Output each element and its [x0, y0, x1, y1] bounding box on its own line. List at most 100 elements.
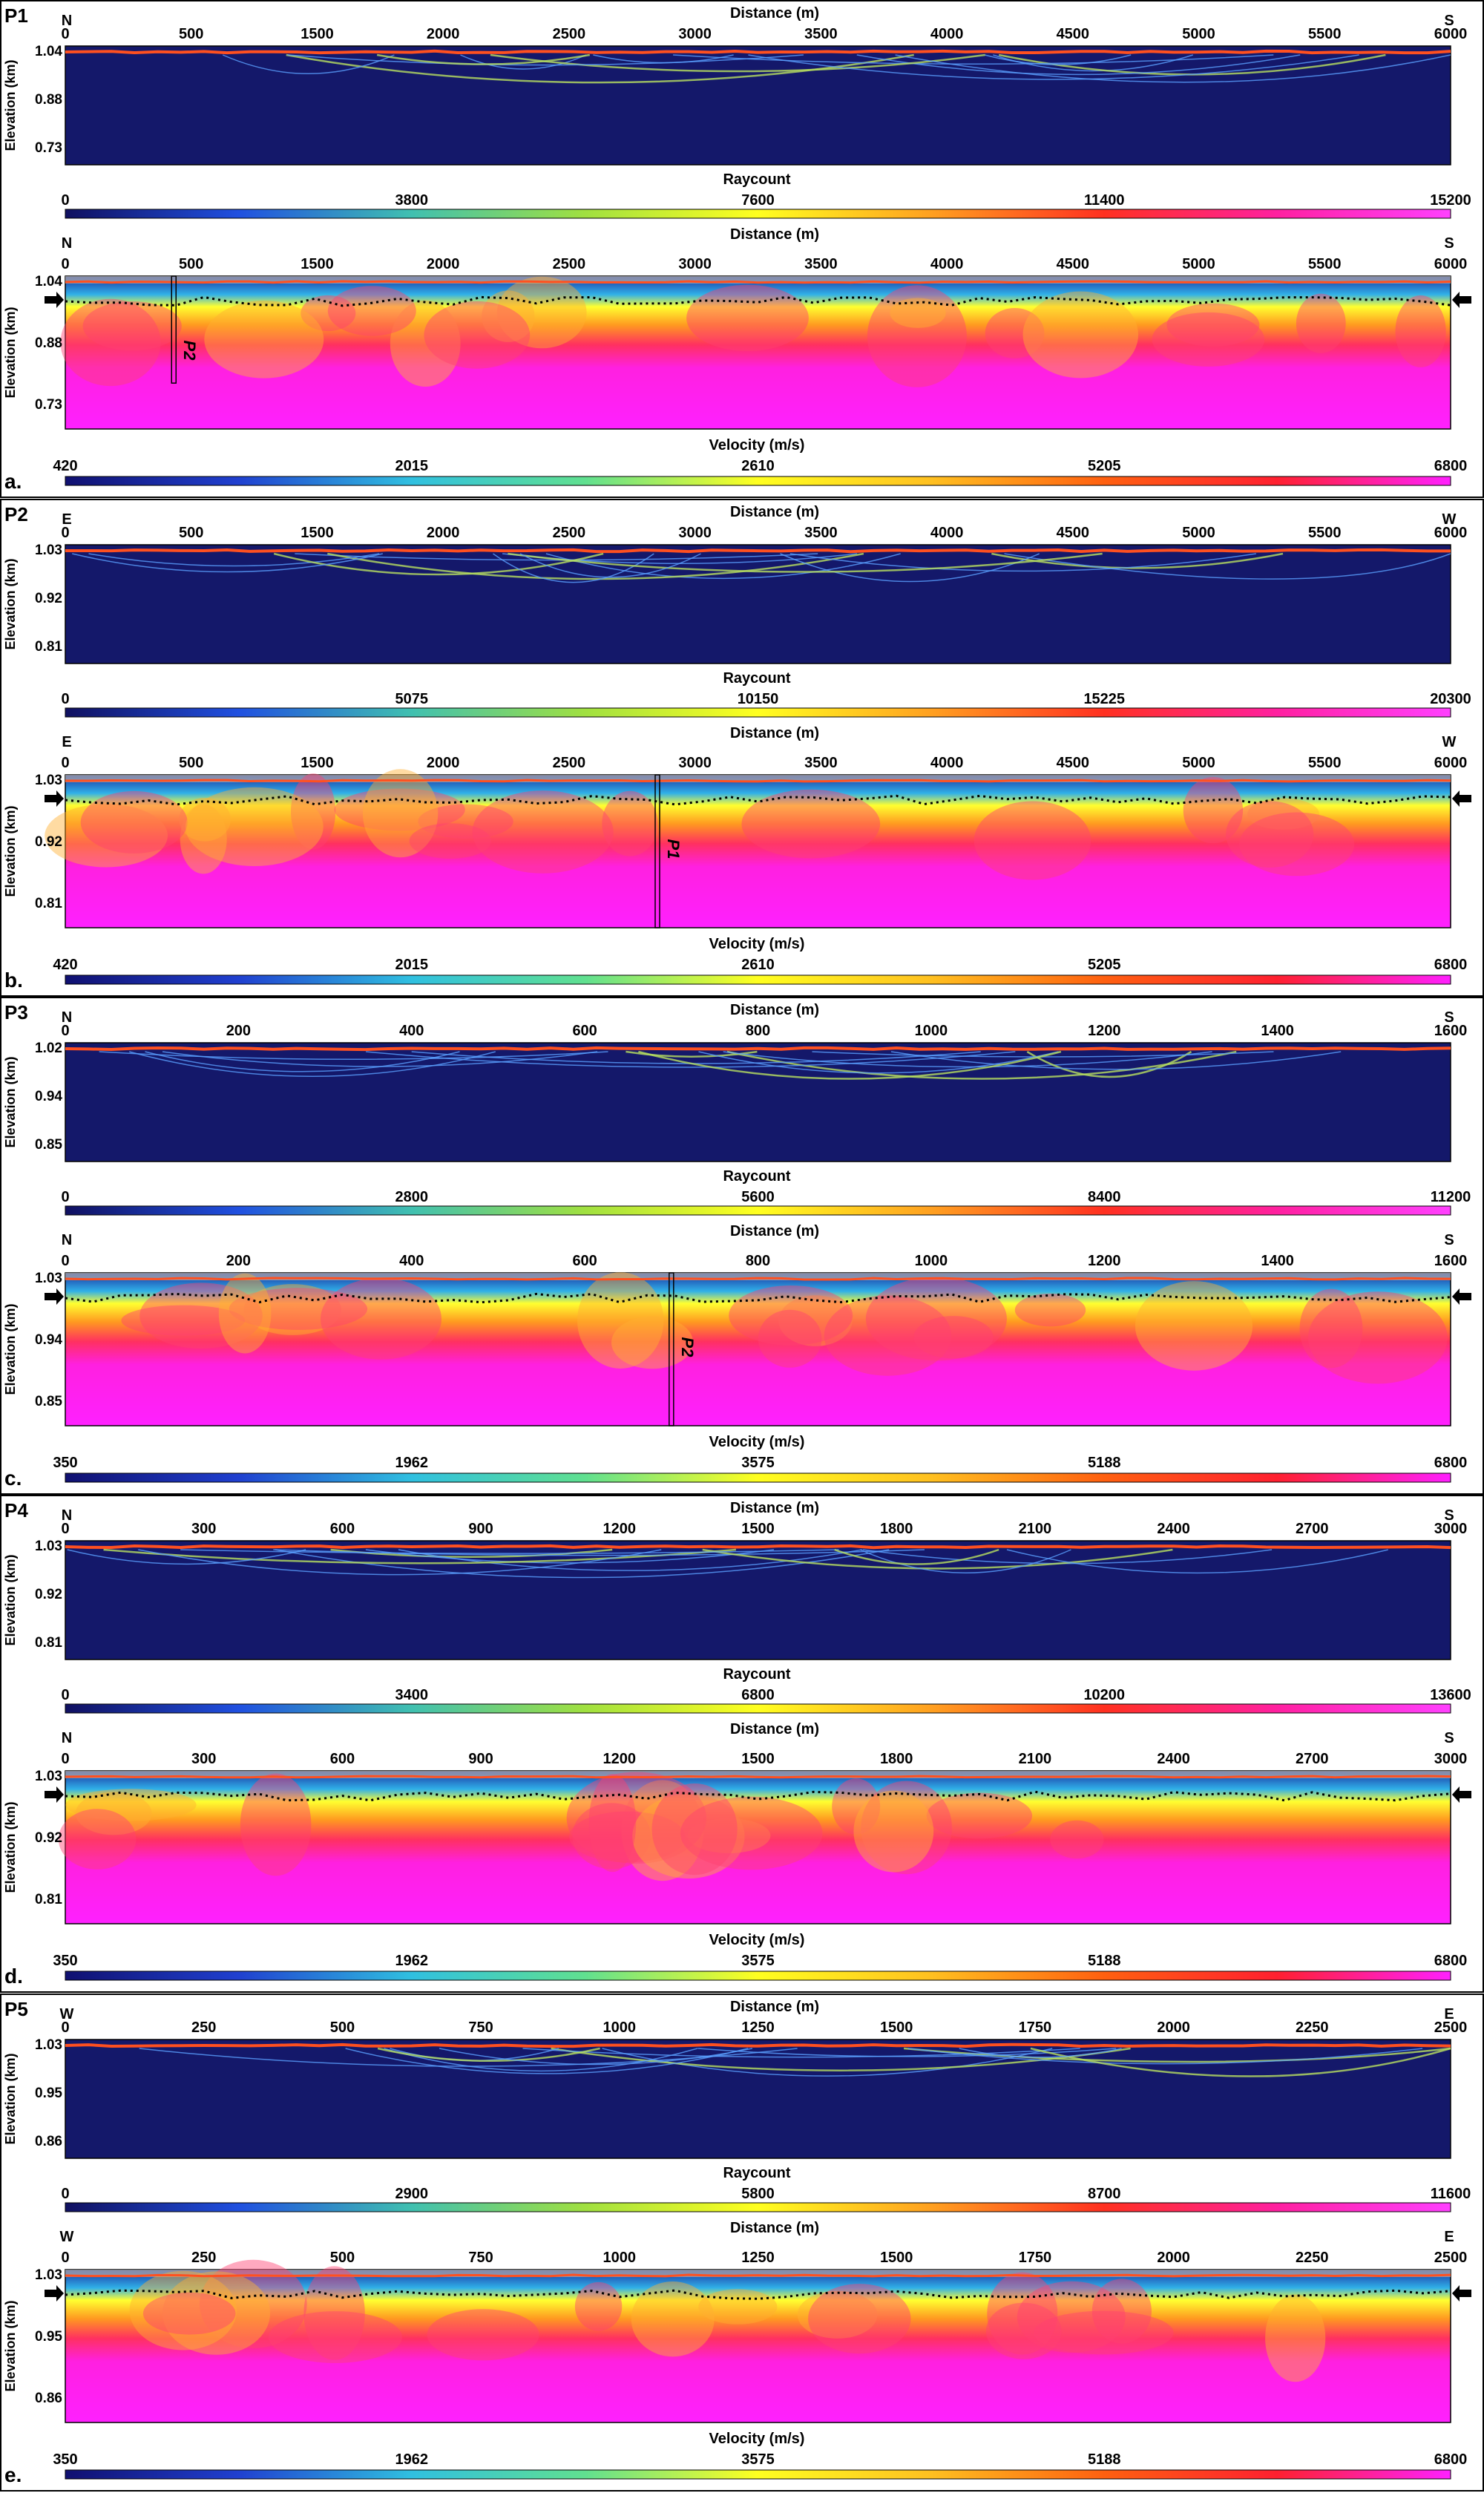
distance-tick: 2700 [1296, 1521, 1329, 1537]
velocity-tick: 420 [53, 957, 77, 973]
distance-axis-label: Distance (m) [730, 5, 819, 22]
velocity-anomaly [121, 1305, 246, 1336]
ray-path [890, 1051, 1342, 1070]
velocity-anomaly [651, 1783, 738, 1876]
elevation-tick: 1.04 [35, 44, 62, 59]
distance-tick: 200 [226, 1253, 251, 1269]
elevation-tick: 0.92 [35, 834, 62, 850]
distance-tick: 2500 [1434, 2019, 1468, 2036]
distance-axis-label: Distance (m) [730, 504, 819, 520]
distance-axis-label: Distance (m) [730, 1223, 819, 1239]
velocity-anomaly [327, 286, 416, 336]
velocity-anomaly [987, 2272, 1058, 2355]
velocity-anomaly [698, 2289, 778, 2325]
velocity-anomaly [1239, 812, 1355, 877]
distance-tick: 1800 [880, 1521, 913, 1537]
velocity-anomaly [80, 790, 188, 854]
topography-line [65, 49, 1451, 55]
velocity-anomaly [229, 1288, 368, 1330]
raycount-tick: 10200 [1083, 1687, 1125, 1703]
distance-tick: 2500 [553, 525, 586, 541]
velocity-tick: 2015 [395, 957, 429, 973]
raycount-tick: 11200 [1431, 1189, 1471, 1205]
topography-line [65, 280, 1451, 284]
ray-path [180, 1549, 839, 1554]
raycount-heatmap [65, 544, 1451, 664]
velocity-anomaly [631, 2281, 715, 2357]
elevation-axis-label: Elevation (km) [3, 558, 18, 649]
elevation-tick: 1.03 [35, 1769, 62, 1784]
ray-path [345, 2048, 749, 2074]
ray-path [959, 2048, 1122, 2058]
distance-axis-label: Distance (m) [730, 1500, 819, 1516]
distance-tick: 0 [61, 1521, 69, 1537]
distance-tick: 0 [61, 2250, 69, 2266]
distance-tick: 1750 [1019, 2250, 1052, 2266]
profile-label: P1 [4, 4, 28, 27]
distance-tick: 4000 [930, 525, 964, 541]
elevation-tick: 0.92 [35, 1587, 62, 1602]
distance-tick: 2700 [1296, 1751, 1329, 1767]
velocity-anomaly [1299, 1288, 1363, 1369]
distance-tick: 4500 [1057, 26, 1090, 42]
ray-path [439, 2048, 753, 2066]
elevation-tick: 0.92 [35, 1830, 62, 1846]
velocity-anomaly [1395, 295, 1446, 367]
ray-path [376, 53, 591, 65]
distance-tick: 200 [226, 1023, 251, 1039]
ray-path [856, 54, 1301, 76]
velocity-tick: 5188 [1088, 1455, 1121, 1471]
raycount-heatmap [65, 2039, 1451, 2159]
velocity-anomaly [482, 290, 535, 342]
distance-tick: 1400 [1261, 1253, 1294, 1269]
distance-tick: 0 [61, 755, 69, 771]
distance-tick: 1500 [301, 26, 334, 42]
velocity-anomaly [808, 2284, 911, 2354]
air-layer [65, 1273, 1451, 1280]
distance-tick: 1250 [741, 2250, 775, 2266]
velocity-anomaly [632, 1794, 745, 1879]
elevation-tick: 0.81 [35, 639, 62, 655]
distance-axis-label: Distance (m) [730, 725, 819, 741]
velocity-anomaly [1308, 1291, 1448, 1384]
elevation-tick: 0.81 [35, 896, 62, 911]
ray-path [103, 1548, 737, 1565]
marker-arrow-right [1452, 292, 1471, 308]
velocity-tick: 350 [53, 1953, 77, 1969]
ray-path [1026, 1050, 1192, 1078]
distance-tick: 1500 [301, 755, 334, 771]
ray-path [638, 1050, 1062, 1080]
air-layer [65, 2270, 1451, 2277]
distance-tick: 500 [330, 2250, 355, 2266]
topography-line [65, 548, 1451, 554]
ray-path [991, 552, 1284, 569]
elevation-axis-label: Elevation (km) [3, 805, 18, 897]
marker-arrow-right [1452, 790, 1471, 807]
panel-frame [0, 997, 1484, 1495]
velocity-anomaly [1183, 776, 1244, 844]
raycount-tick: 7600 [741, 192, 775, 209]
distance-tick: 500 [179, 256, 203, 272]
velocity-colorbar [65, 2469, 1451, 2480]
velocity-anomaly [1050, 1820, 1104, 1859]
elevation-tick: 0.92 [35, 591, 62, 606]
ray-path [780, 553, 1040, 583]
velocity-tick: 5205 [1088, 957, 1121, 973]
distance-tick: 3000 [678, 525, 712, 541]
direction-right: S [1444, 1507, 1454, 1524]
velocity-anomaly [1022, 291, 1139, 379]
velocity-tick: 350 [53, 2451, 77, 2468]
velocity-tick: 6800 [1434, 1455, 1468, 1471]
velocity-anomaly [1017, 2281, 1126, 2353]
raycount-tick: 8400 [1088, 1189, 1121, 1205]
velocity-anomaly [268, 2311, 402, 2363]
raycount-tick: 15225 [1083, 691, 1125, 707]
velocity-anomaly [243, 1284, 341, 1335]
intersection-label: P1 [664, 839, 683, 859]
velocity-anomaly [496, 276, 587, 349]
velocity-anomaly [162, 2271, 271, 2355]
velocity-anomaly [424, 301, 531, 369]
elevation-tick: 0.81 [35, 1635, 62, 1651]
velocity-anomaly [179, 797, 231, 842]
